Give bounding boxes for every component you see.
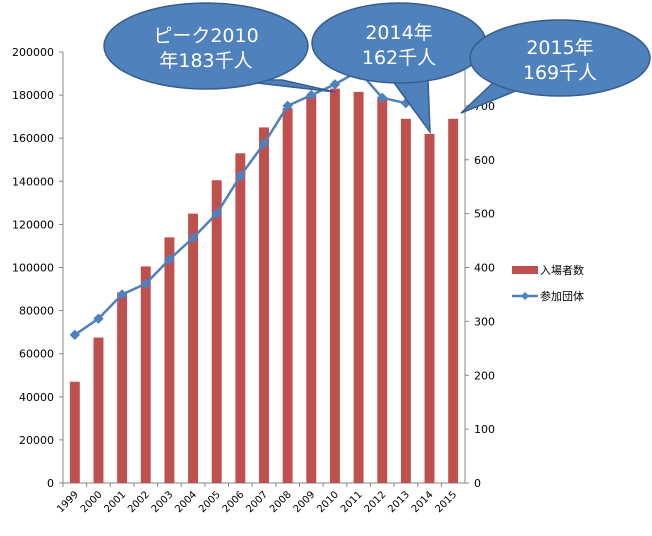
- line-point-marker: [329, 79, 341, 90]
- x-tick-label: 2008: [268, 489, 294, 515]
- y-right-tick-label: 600: [474, 154, 495, 167]
- line-point-marker: [235, 170, 246, 182]
- line-point-marker: [377, 92, 388, 104]
- y-left-tick-label: 20000: [19, 434, 54, 447]
- x-tick-label: 2003: [150, 489, 176, 515]
- bar-entrants: [93, 337, 104, 483]
- line-point-marker: [258, 138, 270, 149]
- x-tick-label: 2011: [339, 489, 365, 515]
- legend-label-groups: 参加団体: [540, 289, 584, 303]
- bar-entrants: [377, 97, 388, 483]
- callout-text: 162千人: [362, 47, 436, 69]
- callout-text: 2015年: [526, 37, 593, 59]
- bar-entrants: [306, 95, 317, 483]
- bar-entrants: [69, 381, 80, 483]
- callout-tail: [390, 79, 431, 135]
- x-tick-label: 2001: [102, 489, 128, 515]
- bar-entrants: [282, 108, 293, 483]
- line-point-marker: [140, 278, 151, 289]
- line-point-marker: [187, 232, 199, 244]
- bar-entrants: [164, 237, 175, 483]
- bar-series-layer: [69, 88, 459, 484]
- bar-entrants: [448, 118, 459, 484]
- y-right-tick-label: 400: [474, 262, 495, 275]
- y-left-tick-label: 0: [47, 477, 54, 490]
- bar-entrants: [235, 153, 246, 483]
- bar-entrants: [424, 133, 435, 483]
- x-tick-label: 2009: [292, 489, 318, 515]
- x-tick-label: 2007: [244, 489, 270, 515]
- line-point-marker: [93, 313, 104, 324]
- callout-bubble-fill: [471, 21, 649, 95]
- line-point-marker: [164, 254, 175, 265]
- callout-bubble-fill: [313, 4, 485, 82]
- callout-text: 169千人: [523, 62, 597, 84]
- legend-swatch-bar: [512, 266, 538, 274]
- line-point-marker: [282, 100, 293, 112]
- callout-bubble-fill: [105, 4, 307, 88]
- y-right-tick-label: 500: [474, 208, 495, 221]
- x-tick-label: 2006: [221, 489, 247, 515]
- bar-entrants: [140, 266, 151, 483]
- bar-entrants: [188, 213, 199, 483]
- y-right-tick-label: 0: [474, 477, 481, 490]
- x-tick-label: 2015: [434, 489, 460, 515]
- y-left-tick-label: 100000: [12, 262, 54, 275]
- y-left-tick-label: 200000: [12, 46, 54, 59]
- x-tick-label: 2004: [173, 489, 199, 515]
- line-point-marker: [211, 208, 222, 219]
- y-left-tick-label: 120000: [12, 218, 54, 231]
- y-left-tick-label: 180000: [12, 89, 54, 102]
- y-left-tick-label: 160000: [12, 132, 54, 145]
- bar-entrants: [329, 88, 340, 483]
- bar-entrants: [353, 91, 364, 484]
- callout-text: ピーク2010: [153, 25, 258, 47]
- y-right-tick-label: 100: [474, 423, 495, 436]
- callout-text: 年183千人: [159, 50, 252, 72]
- callout-text: 2014年: [365, 22, 432, 44]
- x-tick-label: 2012: [363, 489, 389, 515]
- bar-entrants: [259, 127, 269, 484]
- y-left-tick-label: 40000: [19, 391, 54, 404]
- x-tick-label: 2002: [126, 489, 152, 515]
- y-right-tick-label: 300: [474, 315, 495, 328]
- y-right-tick-label: 200: [474, 369, 495, 382]
- x-tick-label: 2013: [386, 489, 412, 515]
- line-point-marker: [306, 89, 317, 101]
- x-tick-label: 2000: [79, 489, 105, 515]
- legend-label-entrants: 入場者数: [540, 264, 584, 277]
- x-tick-label: 1999: [55, 489, 81, 515]
- x-tick-label: 2005: [197, 489, 223, 515]
- bar-entrants: [400, 118, 411, 484]
- y-left-tick-label: 80000: [19, 305, 54, 318]
- y-left-tick-label: 60000: [19, 348, 54, 361]
- legend-swatch-marker: [521, 292, 529, 300]
- callouts-layer: ピーク2010 年183千人 2014年 162千人 2015年 169千人: [103, 2, 651, 135]
- line-point-marker: [69, 329, 81, 341]
- y-left-tick-label: 140000: [12, 175, 54, 188]
- bar-entrants: [117, 292, 128, 483]
- bar-entrants: [211, 180, 222, 483]
- x-tick-label: 2014: [410, 489, 436, 515]
- line-point-marker: [116, 289, 128, 300]
- x-tick-label: 2010: [315, 489, 341, 515]
